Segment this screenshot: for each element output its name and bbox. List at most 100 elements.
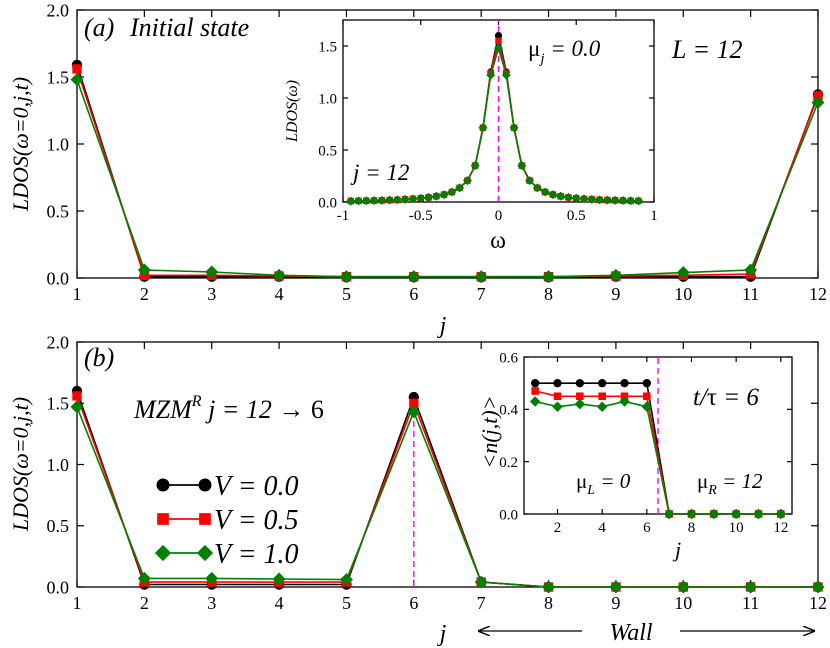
a-inset-point-v2 [416,193,426,203]
inset-b-xlabel: j [672,537,681,562]
b-xtick-label: 5 [342,593,351,613]
b-xtick-label: 9 [611,593,620,613]
a-inset-point-v2 [408,194,418,204]
panel-a-plot: 1 2 3 4 5 6 7 8 9 10 11 120.00.51.01.52.0 [47,0,828,304]
b-inset-point-v2 [775,508,787,520]
a-inset-point-v2 [455,183,465,193]
b-inset-point-v2 [641,401,653,412]
a-point-v1 [72,64,82,74]
a-xtick-label: 11 [742,284,759,304]
b-point-v2 [407,405,421,419]
a-xtick-label: 8 [544,284,553,304]
wall-label: Wall [609,620,652,646]
a-xtick-label: 7 [477,284,486,304]
a-inset-point-v2 [392,195,402,205]
panel-a-ylabel: LDOS(ω=0,j,t) [8,77,33,212]
a-inset-point-v2 [517,161,527,171]
inset-a-site-annotation: j = 12 [350,160,409,185]
b-point-v2 [474,575,488,589]
a-inset-point-v2 [400,194,410,204]
b-point-v2 [744,580,758,594]
a-inset-point-v2 [354,196,364,206]
b-point-v1 [409,398,419,408]
b-inset-point-v2 [596,401,608,412]
b-inset-point-v0 [642,378,652,388]
legend-marker-start-v1 [157,513,169,525]
legend-marker-end-v2 [196,544,214,562]
a-inset-xtick-label: 1 [650,208,658,224]
panel-a-label: (a) [84,13,114,42]
a-inset-point-v2 [633,196,643,206]
a-xtick-label: 12 [809,284,827,304]
a-inset-point-v2 [369,196,379,206]
b-ytick-label: 0.0 [47,577,70,597]
b-inset-ytick-label: 0.0 [499,507,518,523]
panel-b: 1 2 3 4 5 6 7 8 9 10 11 120.00.51.01.52.0 (b) MZMR … [8,332,827,647]
a-inset-point-v2 [563,192,573,202]
a-inset-xtick-label: -0.5 [409,208,433,224]
a-ytick-label: 1.5 [47,67,70,87]
legend-item-v2: V = 1.0 [154,539,299,570]
a-inset-point-v2 [431,191,441,201]
b-inset-ytick-label: 0.2 [499,455,518,471]
b-xtick-label: 8 [544,593,553,613]
b-inset-xtick-label: 6 [643,520,651,536]
panel-a-system-size: L = 12 [671,35,743,64]
a-xtick-label: 4 [275,284,284,304]
a-inset-point-v2 [610,195,620,205]
b-inset-point-v2 [552,401,563,412]
b-xtick-label: 1 [73,593,82,613]
a-xtick-label: 5 [342,284,351,304]
a-xtick-label: 2 [140,284,149,304]
a-point-v2 [542,270,556,284]
b-inset-point-v2 [753,508,764,520]
a-point-v2 [137,263,151,277]
a-point-v2 [676,266,690,280]
a-inset-point-v2 [478,123,488,133]
a-inset-xtick-label: 0 [495,208,503,224]
a-inset-point-v2 [532,183,542,193]
a-ytick-label: 0.5 [47,201,70,221]
panel-b-plot: 1 2 3 4 5 6 7 8 9 10 11 120.00.51.01.52.0 [47,332,828,613]
a-inset-point-v2 [494,43,503,53]
legend-label-v1: V = 0.5 [214,505,299,536]
b-inset-point-v1 [576,392,584,401]
a-inset-ytick-label: 0.5 [318,143,337,159]
legend-label-v0: V = 0.0 [214,471,299,502]
b-inset-xtick-label: 4 [598,520,606,536]
b-inset-point-v0 [530,378,540,388]
inset-b-ylabel: <n(j,t)> [477,395,502,468]
a-inset-point-v2 [540,187,550,197]
panel-a-xlabel: j [437,313,447,339]
b-inset-ytick-label: 0.4 [499,403,518,419]
b-point-v2 [609,580,623,594]
b-point-v2 [339,573,353,587]
legend-marker-end-v1 [199,513,211,525]
a-inset-point-v2 [556,191,566,201]
a-point-v2 [70,73,84,87]
inset-b-time-annotation: t/τ = 6 [693,384,759,411]
b-point-v2 [272,572,286,586]
b-series-line-v2 [76,406,818,588]
a-point-v2 [811,95,825,109]
a-inset-point-v2 [462,176,472,186]
b-xtick-label: 11 [742,593,759,613]
b-xtick-label: 4 [275,593,284,613]
panel-b-ylabel: LDOS(ω=0,j,t) [8,397,33,532]
b-xtick-label: 10 [674,593,692,613]
b-inset-point-v1 [598,392,606,401]
a-inset-point-v2 [602,195,612,205]
a-inset-point-v2 [579,194,589,204]
b-inset-point-v1 [553,392,562,401]
a-inset-ytick-label: 0.0 [318,195,337,211]
b-xtick-label: 6 [409,593,418,613]
a-inset-point-v2 [626,196,636,206]
b-point-v1 [72,391,82,401]
a-inset-point-v1 [495,37,502,45]
b-inset-point-v1 [531,387,539,395]
b-point-v2 [542,580,556,594]
a-point-v1 [813,91,823,101]
panel-b-xlabel: j [437,621,447,647]
a-inset-point-v2 [377,195,387,205]
